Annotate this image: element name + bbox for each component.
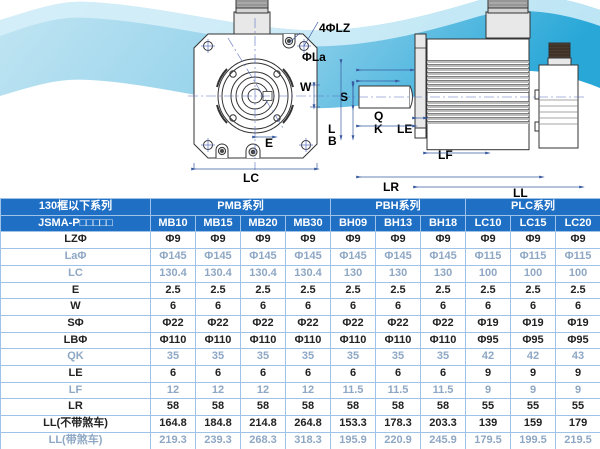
- svg-text:LE: LE: [397, 122, 412, 136]
- svg-text:W: W: [300, 80, 312, 94]
- svg-text:4ΦLZ: 4ΦLZ: [319, 21, 350, 35]
- svg-text:E: E: [265, 136, 273, 150]
- svg-text:K: K: [374, 122, 383, 136]
- svg-text:Q: Q: [374, 109, 383, 123]
- svg-text:B: B: [328, 134, 337, 148]
- svg-text:LL: LL: [513, 186, 528, 198]
- svg-text:LR: LR: [383, 180, 399, 194]
- svg-text:LC: LC: [243, 171, 259, 185]
- svg-text:ΦLa: ΦLa: [302, 50, 326, 64]
- svg-text:LF: LF: [438, 148, 453, 162]
